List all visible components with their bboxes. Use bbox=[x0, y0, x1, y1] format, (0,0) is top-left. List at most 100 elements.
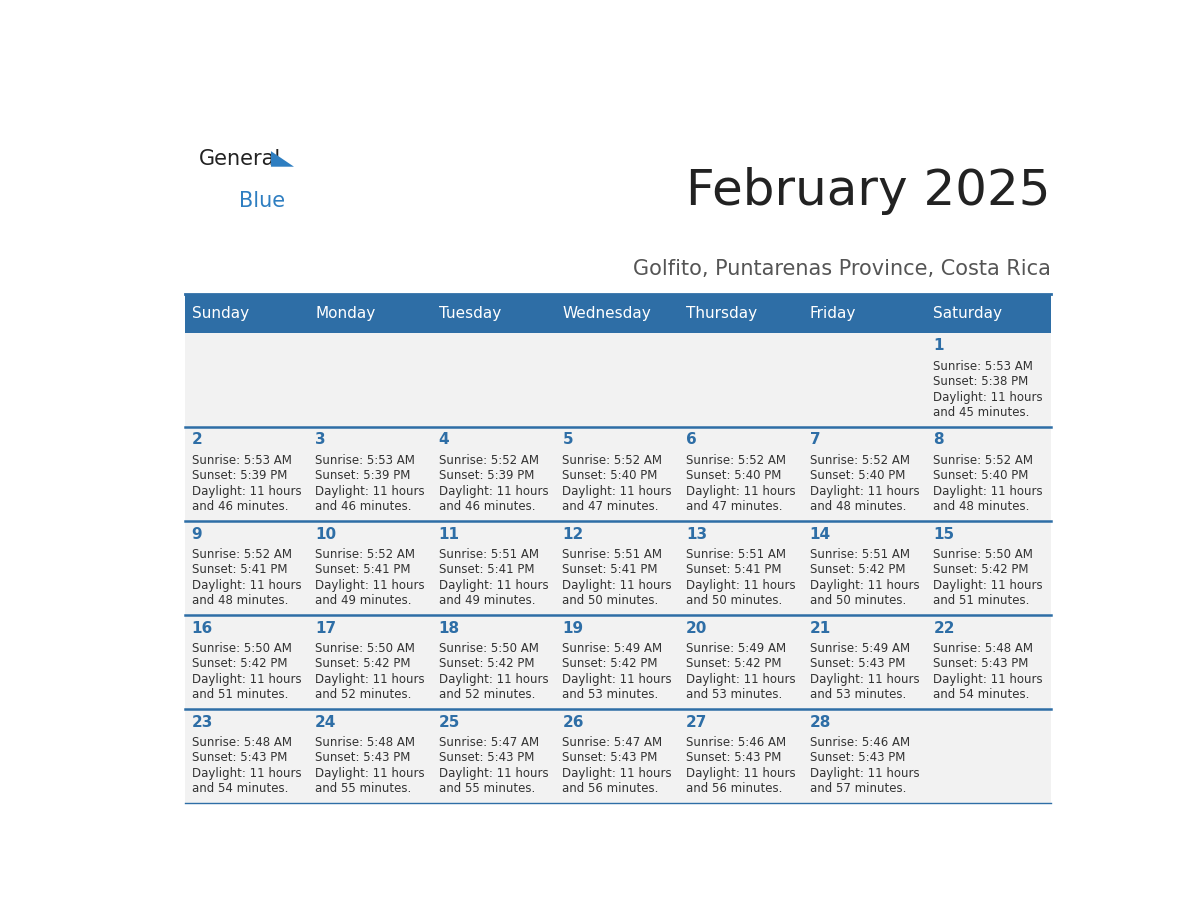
Text: and 48 minutes.: and 48 minutes. bbox=[191, 594, 287, 608]
Text: 8: 8 bbox=[934, 432, 944, 447]
Bar bbox=[185, 333, 309, 427]
Bar bbox=[556, 521, 680, 615]
Text: Sunset: 5:40 PM: Sunset: 5:40 PM bbox=[685, 469, 782, 482]
Text: and 53 minutes.: and 53 minutes. bbox=[810, 688, 906, 701]
Bar bbox=[803, 709, 927, 803]
Bar bbox=[432, 333, 556, 427]
Text: 7: 7 bbox=[810, 432, 821, 447]
Text: Sunrise: 5:49 AM: Sunrise: 5:49 AM bbox=[810, 642, 910, 655]
Text: 3: 3 bbox=[315, 432, 326, 447]
Text: Saturday: Saturday bbox=[934, 306, 1003, 321]
Text: Blue: Blue bbox=[239, 192, 285, 211]
Text: Daylight: 11 hours: Daylight: 11 hours bbox=[191, 673, 301, 686]
Text: and 50 minutes.: and 50 minutes. bbox=[562, 594, 658, 608]
Text: Sunrise: 5:52 AM: Sunrise: 5:52 AM bbox=[810, 453, 910, 466]
Text: Sunset: 5:41 PM: Sunset: 5:41 PM bbox=[191, 564, 287, 577]
Text: Sunset: 5:38 PM: Sunset: 5:38 PM bbox=[934, 375, 1029, 388]
Text: Tuesday: Tuesday bbox=[438, 306, 501, 321]
Text: Daylight: 11 hours: Daylight: 11 hours bbox=[315, 767, 425, 779]
Bar bbox=[803, 615, 927, 709]
Text: and 53 minutes.: and 53 minutes. bbox=[562, 688, 658, 701]
Text: Monday: Monday bbox=[315, 306, 375, 321]
Text: Sunset: 5:43 PM: Sunset: 5:43 PM bbox=[315, 751, 411, 765]
Text: Sunset: 5:42 PM: Sunset: 5:42 PM bbox=[810, 564, 905, 577]
Text: Sunset: 5:42 PM: Sunset: 5:42 PM bbox=[315, 657, 411, 670]
Text: and 53 minutes.: and 53 minutes. bbox=[685, 688, 783, 701]
Bar bbox=[680, 521, 803, 615]
Text: Sunrise: 5:52 AM: Sunrise: 5:52 AM bbox=[315, 548, 415, 561]
Text: Daylight: 11 hours: Daylight: 11 hours bbox=[810, 579, 920, 592]
Text: Daylight: 11 hours: Daylight: 11 hours bbox=[438, 673, 549, 686]
Text: Sunrise: 5:52 AM: Sunrise: 5:52 AM bbox=[562, 453, 663, 466]
Text: Daylight: 11 hours: Daylight: 11 hours bbox=[685, 485, 796, 498]
Text: and 55 minutes.: and 55 minutes. bbox=[438, 782, 535, 795]
Text: 10: 10 bbox=[315, 527, 336, 542]
Text: and 51 minutes.: and 51 minutes. bbox=[191, 688, 287, 701]
Text: Sunrise: 5:50 AM: Sunrise: 5:50 AM bbox=[191, 642, 291, 655]
Text: Daylight: 11 hours: Daylight: 11 hours bbox=[191, 579, 301, 592]
Text: Sunset: 5:42 PM: Sunset: 5:42 PM bbox=[934, 564, 1029, 577]
Text: Daylight: 11 hours: Daylight: 11 hours bbox=[315, 673, 425, 686]
Text: and 49 minutes.: and 49 minutes. bbox=[438, 594, 536, 608]
Bar bbox=[803, 294, 927, 333]
Text: Sunset: 5:43 PM: Sunset: 5:43 PM bbox=[685, 751, 782, 765]
Bar bbox=[927, 521, 1051, 615]
Text: 20: 20 bbox=[685, 621, 707, 635]
Text: Sunrise: 5:52 AM: Sunrise: 5:52 AM bbox=[934, 453, 1034, 466]
Text: Sunset: 5:39 PM: Sunset: 5:39 PM bbox=[191, 469, 286, 482]
Text: and 46 minutes.: and 46 minutes. bbox=[438, 500, 536, 513]
Text: Daylight: 11 hours: Daylight: 11 hours bbox=[810, 767, 920, 779]
Bar bbox=[803, 521, 927, 615]
Bar bbox=[185, 521, 309, 615]
Text: Sunrise: 5:51 AM: Sunrise: 5:51 AM bbox=[685, 548, 786, 561]
Text: 19: 19 bbox=[562, 621, 583, 635]
Text: Sunset: 5:41 PM: Sunset: 5:41 PM bbox=[438, 564, 535, 577]
Bar bbox=[185, 427, 309, 521]
Bar bbox=[309, 615, 432, 709]
Text: 4: 4 bbox=[438, 432, 449, 447]
Bar bbox=[680, 615, 803, 709]
Text: Sunrise: 5:50 AM: Sunrise: 5:50 AM bbox=[438, 642, 538, 655]
Text: Sunrise: 5:51 AM: Sunrise: 5:51 AM bbox=[438, 548, 539, 561]
Text: February 2025: February 2025 bbox=[687, 167, 1051, 215]
Text: 6: 6 bbox=[685, 432, 697, 447]
Bar bbox=[927, 294, 1051, 333]
Text: and 49 minutes.: and 49 minutes. bbox=[315, 594, 412, 608]
Bar bbox=[556, 615, 680, 709]
Text: Sunrise: 5:47 AM: Sunrise: 5:47 AM bbox=[562, 735, 663, 749]
Text: Sunset: 5:41 PM: Sunset: 5:41 PM bbox=[685, 564, 782, 577]
Bar bbox=[556, 427, 680, 521]
Text: Sunset: 5:43 PM: Sunset: 5:43 PM bbox=[934, 657, 1029, 670]
Text: Sunset: 5:43 PM: Sunset: 5:43 PM bbox=[810, 657, 905, 670]
Text: Daylight: 11 hours: Daylight: 11 hours bbox=[934, 673, 1043, 686]
Text: Wednesday: Wednesday bbox=[562, 306, 651, 321]
Text: 17: 17 bbox=[315, 621, 336, 635]
Bar bbox=[309, 333, 432, 427]
Text: and 47 minutes.: and 47 minutes. bbox=[562, 500, 659, 513]
Text: and 46 minutes.: and 46 minutes. bbox=[315, 500, 412, 513]
Text: Sunrise: 5:52 AM: Sunrise: 5:52 AM bbox=[191, 548, 291, 561]
Text: 5: 5 bbox=[562, 432, 573, 447]
Text: Sunrise: 5:50 AM: Sunrise: 5:50 AM bbox=[934, 548, 1034, 561]
Text: Sunset: 5:39 PM: Sunset: 5:39 PM bbox=[438, 469, 535, 482]
Text: 24: 24 bbox=[315, 714, 336, 730]
Text: Sunrise: 5:46 AM: Sunrise: 5:46 AM bbox=[685, 735, 786, 749]
Text: Sunrise: 5:49 AM: Sunrise: 5:49 AM bbox=[685, 642, 786, 655]
Text: 15: 15 bbox=[934, 527, 954, 542]
Bar bbox=[556, 294, 680, 333]
Text: 12: 12 bbox=[562, 527, 583, 542]
Text: Sunset: 5:41 PM: Sunset: 5:41 PM bbox=[562, 564, 658, 577]
Bar bbox=[185, 615, 309, 709]
Text: and 54 minutes.: and 54 minutes. bbox=[191, 782, 287, 795]
Text: Sunrise: 5:53 AM: Sunrise: 5:53 AM bbox=[191, 453, 291, 466]
Text: Sunrise: 5:53 AM: Sunrise: 5:53 AM bbox=[934, 360, 1034, 373]
Text: and 50 minutes.: and 50 minutes. bbox=[810, 594, 906, 608]
Text: Sunset: 5:43 PM: Sunset: 5:43 PM bbox=[438, 751, 535, 765]
Polygon shape bbox=[271, 151, 293, 167]
Text: and 54 minutes.: and 54 minutes. bbox=[934, 688, 1030, 701]
Text: 14: 14 bbox=[810, 527, 830, 542]
Bar bbox=[556, 333, 680, 427]
Text: and 56 minutes.: and 56 minutes. bbox=[562, 782, 659, 795]
Bar bbox=[556, 709, 680, 803]
Text: Daylight: 11 hours: Daylight: 11 hours bbox=[934, 391, 1043, 404]
